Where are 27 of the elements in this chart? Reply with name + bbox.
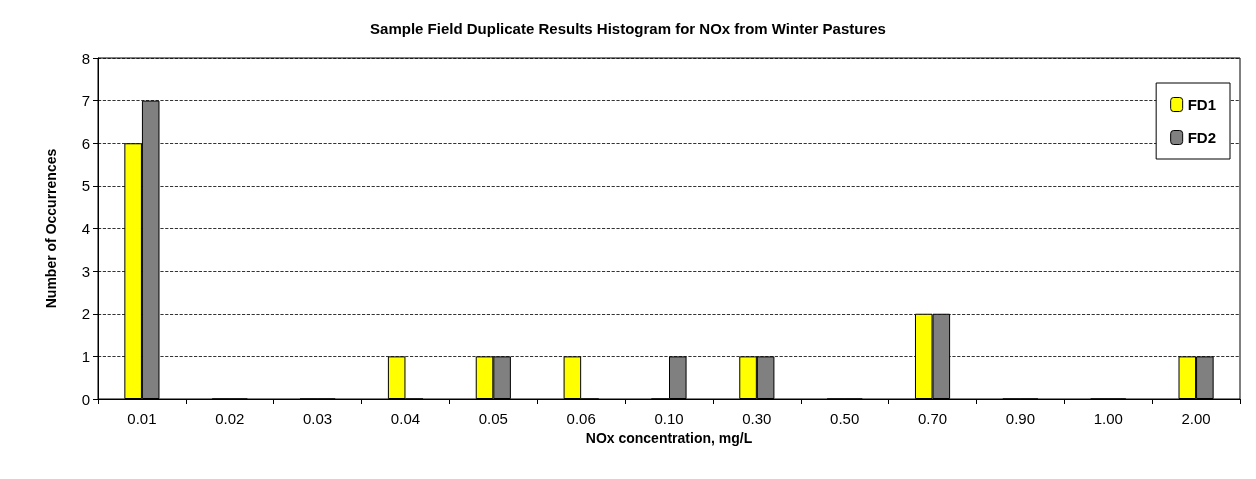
- y-tick-label: 7: [81, 92, 90, 110]
- x-tick-label: 0.70: [917, 410, 948, 427]
- y-tick-label: 1: [81, 347, 90, 365]
- y-tick-label: 8: [81, 49, 90, 67]
- x-tick-label: 0.01: [127, 410, 157, 427]
- x-axis-title: NOx concentration, mg/L: [585, 430, 753, 446]
- chart-title: Sample Field Duplicate Results Histogram for NOx from Winter Pastures: [370, 20, 886, 37]
- legend-label: FD2: [1187, 129, 1217, 146]
- y-tick-label: 3: [81, 262, 90, 280]
- x-tick-label: 0.04: [390, 410, 421, 427]
- x-tick-label: 0.90: [1005, 410, 1035, 427]
- x-tick-label: 0.03: [303, 410, 333, 427]
- x-tick-label: 0.30: [742, 410, 772, 427]
- x-tick-label: 2.00: [1181, 410, 1211, 427]
- x-tick-label: 0.10: [654, 410, 684, 427]
- y-tick-label: 5: [81, 177, 90, 195]
- y-tick-label: 0: [81, 390, 90, 408]
- x-tick-label: 0.50: [830, 410, 860, 427]
- legend-label: FD1: [1187, 96, 1217, 113]
- x-tick-label: 1.00: [1093, 410, 1123, 427]
- y-tick-label: 6: [81, 134, 90, 152]
- y-tick-label: 2: [81, 305, 90, 323]
- y-tick-label: 4: [81, 220, 90, 237]
- x-tick-label: 0.06: [566, 410, 596, 427]
- x-tick-label: 0.05: [478, 410, 508, 427]
- x-tick-label: 0.02: [215, 410, 245, 427]
- y-axis-title: Number of Occurrences: [43, 148, 59, 309]
